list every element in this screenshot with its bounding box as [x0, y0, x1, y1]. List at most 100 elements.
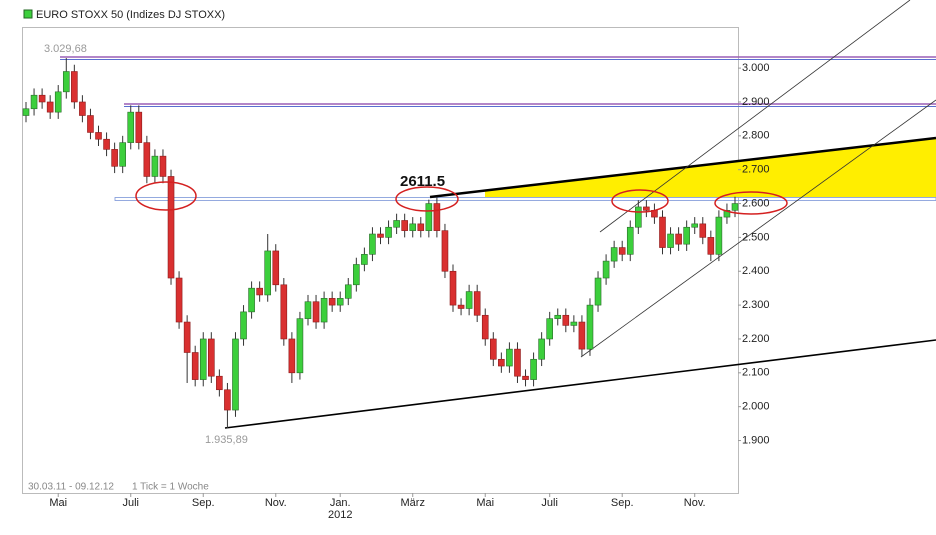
overlays — [60, 0, 936, 429]
candle-body — [514, 348, 521, 377]
candle-body — [699, 223, 707, 238]
x-tick-label: Juli — [122, 497, 139, 509]
candle-body — [143, 142, 151, 177]
y-tick-label: 2.200 — [742, 333, 770, 345]
candle-body — [199, 338, 207, 380]
candle-body — [602, 260, 610, 279]
candle-body — [62, 71, 70, 93]
annotation: 2611.5 — [400, 173, 445, 190]
candle-body — [643, 206, 650, 211]
y-tick-label: 2.700 — [742, 164, 770, 176]
candle-body — [336, 298, 344, 306]
candle-body — [216, 375, 223, 391]
candle-body — [361, 254, 368, 265]
candle-body — [151, 155, 159, 177]
candle-body — [167, 176, 175, 279]
plot-frame — [22, 27, 739, 494]
candle-body — [288, 338, 296, 374]
candle-body — [296, 318, 304, 374]
candle-body — [87, 115, 94, 133]
candle-body — [344, 284, 352, 299]
candle-body — [119, 142, 126, 167]
candle-body — [626, 226, 634, 255]
candle-body — [103, 138, 110, 150]
candle-body — [481, 314, 489, 340]
candle-body — [667, 233, 674, 248]
candle-body — [79, 101, 86, 116]
channel-line — [599, 0, 911, 233]
channel-line — [580, 99, 936, 358]
candle-body — [675, 233, 682, 245]
candle-body — [183, 321, 191, 353]
candle-body — [554, 314, 562, 319]
candle-body — [465, 291, 473, 309]
candle-body — [95, 132, 102, 140]
candle-body — [369, 233, 376, 255]
y-tick-label: 3.000 — [742, 62, 770, 74]
x-tick-label: Mai — [476, 497, 494, 509]
candle-body — [562, 314, 570, 326]
x-tick-label: Nov. — [684, 497, 706, 509]
candle-body — [111, 149, 118, 167]
candle-body — [71, 71, 78, 103]
candles — [22, 58, 739, 429]
candle-body — [385, 226, 392, 238]
candle-body — [46, 101, 54, 113]
candle-body — [30, 94, 38, 110]
y-tick-label: 2.800 — [742, 130, 770, 142]
candle-body — [707, 237, 715, 255]
candle-body — [530, 358, 537, 380]
candle-body — [54, 91, 62, 113]
trend-line — [224, 339, 936, 429]
candle-body — [425, 203, 433, 231]
y-tick-label: 1.900 — [742, 434, 770, 446]
resistance-line — [114, 197, 936, 201]
y-tick-label: 2.600 — [742, 197, 770, 209]
candle-body — [256, 287, 263, 296]
candle-body — [441, 230, 449, 272]
candle-body — [586, 304, 594, 350]
annotation: 1 Tick = 1 Woche — [132, 482, 209, 493]
candle-body — [594, 277, 602, 306]
legend-label: EURO STOXX 50 (Indizes DJ STOXX) — [36, 9, 225, 21]
candle-body — [320, 298, 328, 323]
annotation: 3.029,68 — [44, 43, 87, 55]
candle-body — [248, 287, 255, 313]
candle-body — [723, 210, 731, 218]
yellow-zone — [485, 138, 936, 197]
candle-body — [457, 304, 465, 309]
candle-body — [731, 203, 739, 211]
candle-body — [610, 247, 618, 262]
candle-body — [522, 375, 529, 380]
candle-body — [401, 220, 408, 231]
candle-body — [377, 233, 384, 238]
highlights — [135, 181, 788, 215]
highlight-ellipse — [714, 191, 788, 215]
candle-body — [393, 220, 400, 228]
candle-body — [272, 250, 280, 286]
candle-body — [224, 389, 231, 411]
candle-body — [683, 226, 690, 245]
candle-body — [22, 108, 30, 116]
y-tick-label: 2.300 — [742, 299, 770, 311]
candle-body — [175, 277, 183, 323]
x-tick-label: Mai — [49, 497, 67, 509]
x-tick-label: März — [401, 497, 425, 509]
candle-body — [433, 203, 441, 231]
candle-body — [208, 338, 215, 377]
candle-body — [353, 264, 360, 286]
candle-body — [409, 223, 417, 231]
candle-body — [715, 216, 723, 255]
annotation: 1.935,89 — [205, 434, 248, 446]
legend-swatch — [23, 9, 33, 19]
candle-body — [191, 352, 199, 380]
y-tick-label: 2.900 — [742, 96, 770, 108]
candle-body — [449, 270, 457, 306]
x-tick-label: Jan. — [330, 497, 351, 509]
candle-body — [328, 298, 336, 306]
x-tick-label: Juli — [541, 497, 558, 509]
candle-body — [38, 94, 46, 103]
candle-body — [473, 291, 481, 316]
